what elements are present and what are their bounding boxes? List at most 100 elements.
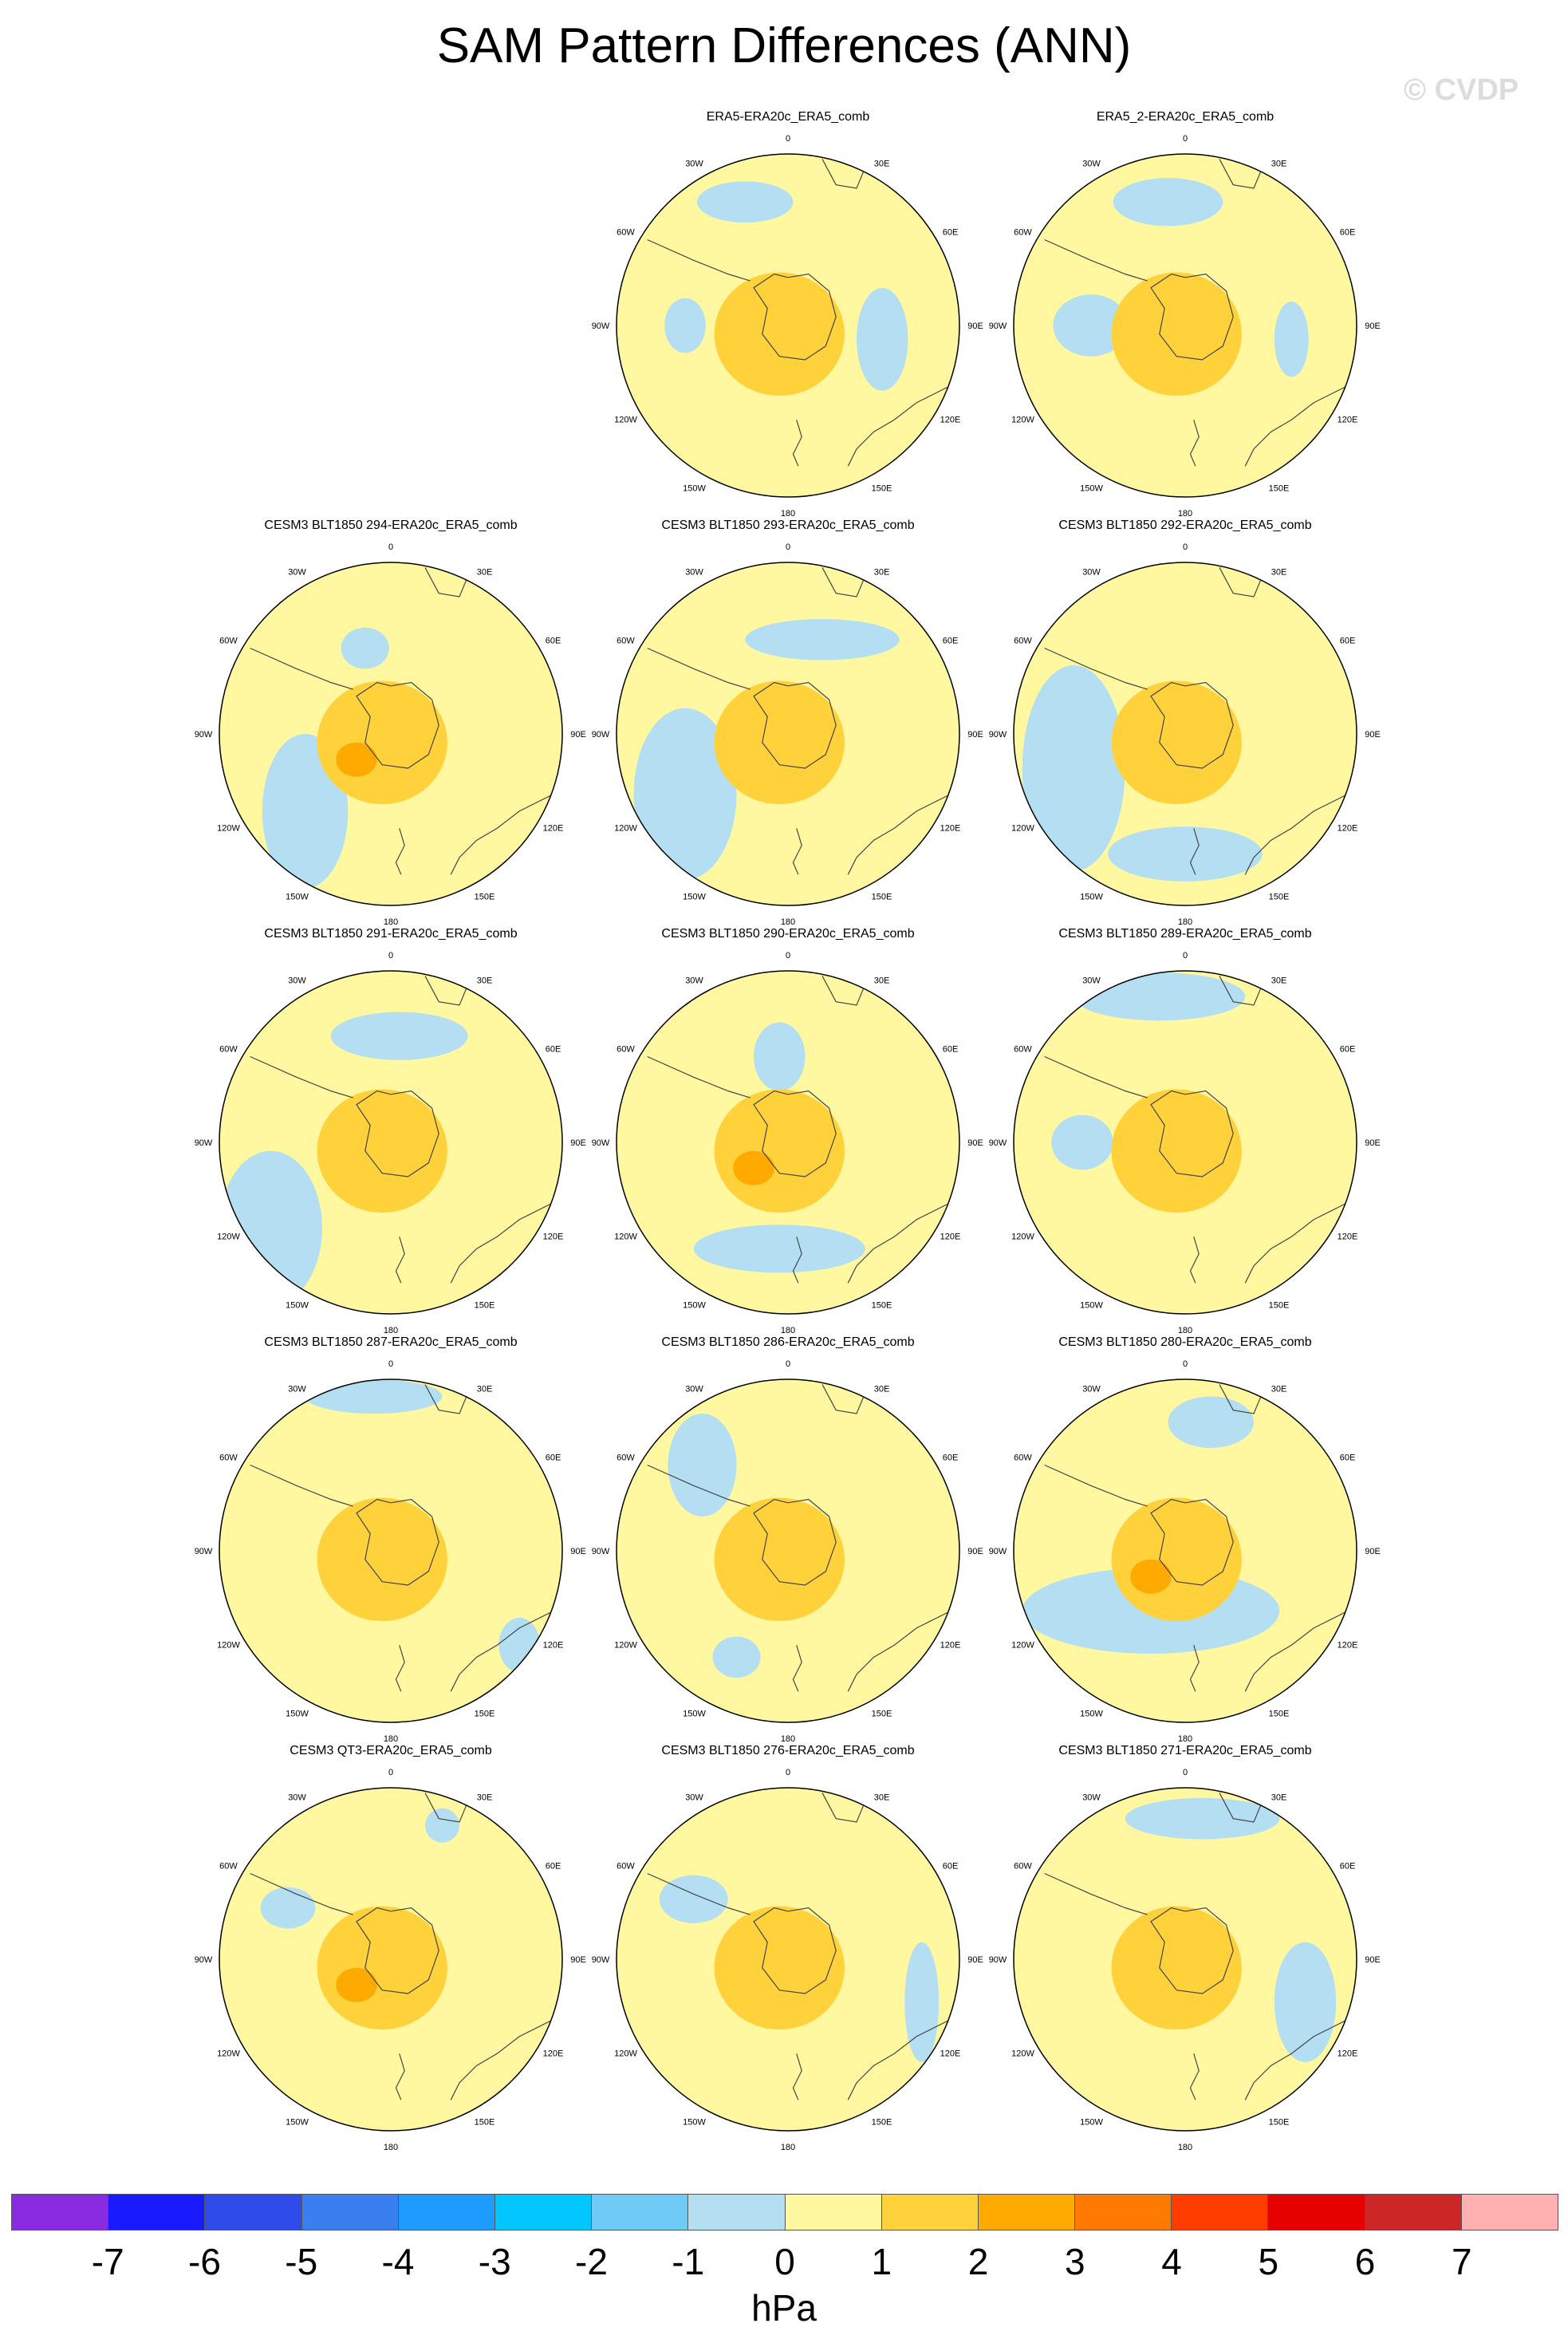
colorbar-swatch: [301, 2195, 399, 2230]
australia-outline: [450, 793, 554, 875]
negative-anomaly-region: [305, 1379, 443, 1414]
negative-anomaly-region: [425, 1808, 459, 1843]
africa-outline: [424, 976, 469, 1006]
longitude-label: 30E: [1271, 159, 1287, 168]
longitude-label: 30W: [685, 567, 703, 577]
colorbar-tick-label: -3: [478, 2241, 511, 2282]
longitude-label: 150E: [872, 893, 892, 902]
negative-anomaly-region: [1108, 826, 1263, 882]
longitude-label: 90E: [967, 1138, 983, 1148]
longitude-label: 120W: [1011, 416, 1034, 425]
map-border: [1013, 1379, 1357, 1723]
positive-anomaly-region: [714, 1906, 845, 2030]
longitude-label: 60W: [617, 228, 635, 238]
antarctica-outline: [356, 1907, 439, 1994]
longitude-label: 150W: [1080, 2118, 1103, 2128]
longitude-label: 120W: [614, 1641, 637, 1651]
south-america-outline: [647, 1055, 751, 1098]
new-zealand-outline: [792, 1237, 802, 1284]
longitude-label: 120W: [614, 824, 637, 834]
longitude-label: 120W: [217, 824, 240, 834]
africa-outline: [821, 1384, 866, 1414]
colorbar-swatch: [1365, 2195, 1462, 2230]
longitude-label: 180: [1178, 2143, 1192, 2152]
negative-anomaly-region: [857, 287, 908, 391]
longitude-label: 150E: [872, 2118, 892, 2128]
longitude-label: 150W: [286, 1710, 309, 1719]
africa-outline: [1219, 159, 1263, 189]
longitude-label: 120E: [940, 824, 961, 834]
antarctica-outline: [356, 1090, 439, 1177]
longitude-label: 120E: [940, 1233, 961, 1242]
colorbar-swatch: [881, 2195, 979, 2230]
negative-anomaly-region: [633, 708, 737, 880]
new-zealand-outline: [792, 420, 802, 467]
longitude-label: 60E: [943, 228, 959, 238]
map-panel: CESM3 BLT1850 287-ERA20c_ERA5_comb 0 30E 60…: [195, 1335, 586, 1744]
new-zealand-outline: [1189, 2053, 1200, 2100]
positive-anomaly-region: [714, 272, 845, 396]
negative-anomaly-region: [330, 1012, 468, 1060]
longitude-label: 150E: [872, 484, 892, 494]
longitude-label: 90E: [570, 730, 586, 740]
longitude-label: 150E: [475, 2118, 495, 2128]
australia-outline: [847, 1201, 951, 1284]
map-border: [219, 970, 563, 1315]
longitude-label: 120E: [940, 1641, 961, 1651]
negative-anomaly-region: [1125, 1797, 1280, 1840]
antarctica-outline: [1150, 1498, 1234, 1586]
longitude-label: 60E: [1340, 1862, 1356, 1872]
colorbar-tick-label: 7: [1451, 2241, 1472, 2282]
positive-anomaly-region: [1111, 1497, 1242, 1622]
longitude-label: 90E: [1365, 1138, 1381, 1148]
longitude-label: 180: [781, 917, 795, 927]
colorbar-swatch: [494, 2195, 593, 2230]
colorbar-tick-label: 4: [1161, 2241, 1182, 2282]
antarctica-outline: [356, 1498, 439, 1586]
longitude-label: 150W: [1080, 1710, 1103, 1719]
colorbar-tick-label: -5: [285, 2241, 318, 2282]
australia-outline: [1244, 385, 1349, 467]
longitude-label: 30E: [477, 567, 493, 577]
panel-title: CESM3 BLT1850 290-ERA20c_ERA5_comb: [661, 927, 914, 941]
australia-outline: [847, 793, 951, 875]
longitude-label: 60W: [617, 637, 635, 646]
longitude-label: 150E: [475, 1301, 495, 1311]
colorbar-tick-label: 3: [1064, 2241, 1085, 2282]
longitude-label: 30W: [685, 976, 703, 985]
antarctica-outline: [753, 273, 837, 361]
map-panels: ERA5-ERA20c_ERA5_comb 0 30E 60E 90E 120E 150E 1…: [195, 110, 1381, 2152]
colorbar-tick-label: -1: [672, 2241, 705, 2282]
map-border: [219, 1787, 563, 2132]
colorbar-swatch: [398, 2195, 495, 2230]
longitude-label: 30W: [288, 567, 306, 577]
negative-anomaly-region: [1113, 178, 1223, 227]
longitude-label: 60E: [943, 1045, 959, 1055]
longitude-label: 150E: [475, 893, 495, 902]
longitude-label: 120E: [1338, 2049, 1358, 2059]
longitude-label: 30E: [477, 1384, 493, 1394]
positive-anomaly-region: [714, 1089, 845, 1213]
map-panel: CESM3 BLT1850 294-ERA20c_ERA5_comb 0 30E 60…: [195, 519, 586, 927]
longitude-label: 60E: [943, 637, 959, 646]
longitude-label: 90E: [570, 1138, 586, 1148]
longitude-label: 60W: [219, 1453, 238, 1463]
new-zealand-outline: [395, 828, 405, 875]
negative-anomaly-region: [1051, 1114, 1113, 1170]
australia-outline: [847, 2018, 951, 2100]
map-border: [1013, 562, 1357, 906]
longitude-label: 90W: [989, 1955, 1007, 1965]
south-america-outline: [647, 1872, 751, 1915]
panel-title: CESM3 BLT1850 289-ERA20c_ERA5_comb: [1058, 927, 1311, 941]
longitude-label: 150W: [1080, 484, 1103, 494]
negative-anomaly-region: [341, 627, 389, 669]
australia-outline: [1244, 2018, 1349, 2100]
longitude-label: 0: [1183, 951, 1188, 960]
negative-anomaly-region: [745, 618, 900, 661]
panel-title: CESM3 BLT1850 294-ERA20c_ERA5_comb: [264, 519, 517, 532]
colorbar-swatch: [108, 2195, 206, 2230]
longitude-label: 0: [786, 951, 790, 960]
new-zealand-outline: [395, 1645, 405, 1692]
longitude-label: 30W: [1082, 1384, 1101, 1394]
longitude-label: 60E: [943, 1453, 959, 1463]
